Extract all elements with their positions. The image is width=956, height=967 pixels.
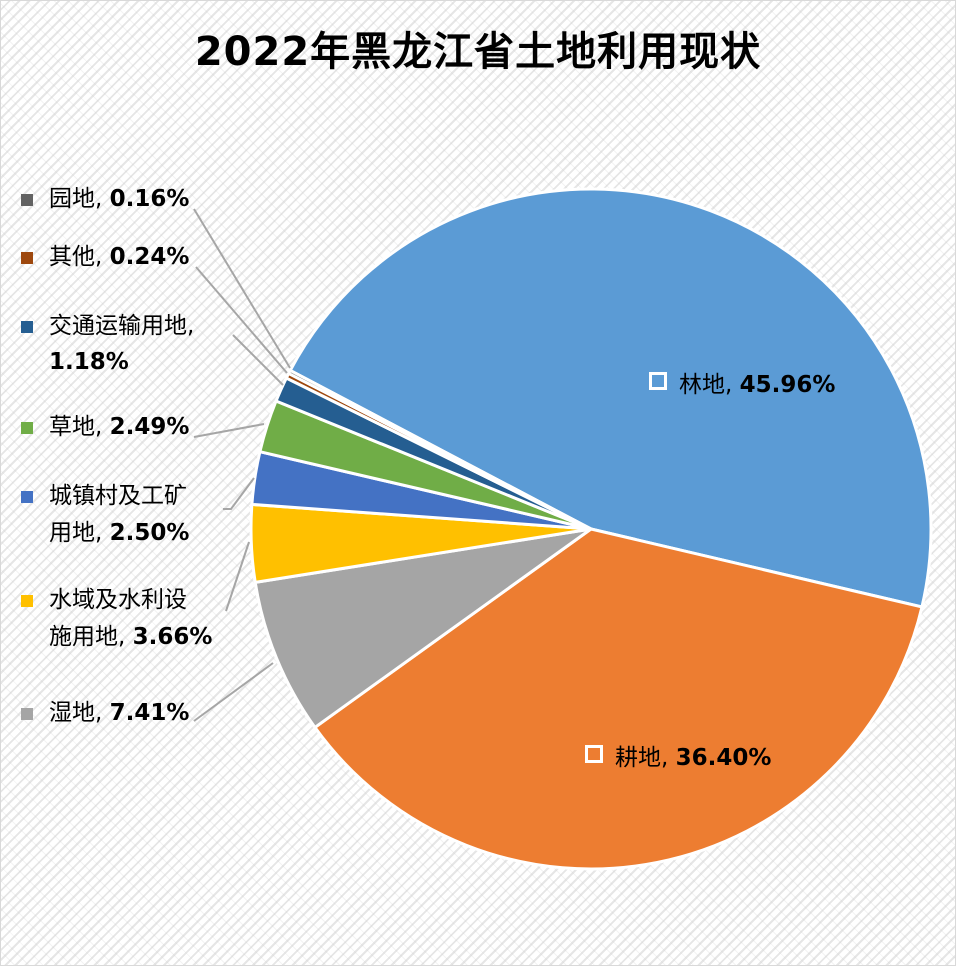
label-text: 园地, 0.16% [49, 184, 189, 215]
label-name: 城镇村及工矿 [49, 483, 187, 509]
square-marker-icon [21, 708, 33, 720]
leader-lines [193, 208, 291, 722]
data-label-farmland: 耕地, 36.40% [585, 738, 771, 772]
leader-line-urban [223, 477, 255, 510]
label-text: 其他, 0.24% [49, 242, 189, 273]
label-value: 2.50% [109, 520, 190, 546]
pie-slice [253, 527, 593, 729]
pie-slice [313, 527, 924, 871]
label-name: 草地, [49, 414, 110, 440]
label-text-line2: 用地, 2.50% [49, 518, 189, 549]
leader-line-transport [232, 334, 284, 386]
pie-slice [288, 187, 933, 609]
square-marker-icon [21, 321, 33, 333]
label-text: 湿地, 7.41% [49, 698, 189, 729]
label-name-cont: 用地, [49, 520, 110, 546]
label-text: 草地, 2.49% [49, 412, 189, 443]
label-name: 林地, [679, 372, 740, 398]
label-text-line2: 施用地, 3.66% [49, 622, 212, 653]
label-name: 其他, [49, 244, 110, 270]
square-marker-icon [21, 491, 33, 503]
label-value: 7.41% [109, 700, 190, 726]
label-marker-icon [649, 372, 667, 390]
label-text: 交通运输用地, [49, 311, 194, 342]
leader-line-orchard [193, 208, 291, 369]
label-name: 湿地, [49, 700, 110, 726]
pie-slice [287, 368, 593, 531]
label-value: 2.49% [109, 414, 190, 440]
label-value: 1.18% [49, 349, 129, 375]
label-name: 园地, [49, 186, 110, 212]
square-marker-icon [21, 252, 33, 264]
data-label-forest: 林地, 45.96% [649, 365, 835, 399]
leader-line-wetland [193, 662, 274, 722]
label-value: 36.40% [675, 745, 772, 771]
label-name-cont: 施用地, [49, 624, 133, 650]
square-marker-icon [21, 194, 33, 206]
label-name: 交通运输用地, [49, 313, 195, 339]
chart-title: 2022年黑龙江省土地利用现状 [194, 29, 762, 75]
label-value: 0.24% [109, 244, 190, 270]
label-name: 水域及水利设 [49, 587, 187, 613]
leader-line-grass [193, 423, 265, 438]
label-value: 45.96% [739, 372, 836, 398]
label-name: 耕地, [615, 745, 676, 771]
leader-line-other [195, 266, 288, 374]
leader-line-water [225, 541, 250, 612]
pie-slices [249, 187, 933, 871]
label-value: 0.16% [109, 186, 190, 212]
square-marker-icon [21, 595, 33, 607]
label-value: 3.66% [132, 624, 213, 650]
label-marker-icon [585, 745, 603, 763]
square-marker-icon [21, 422, 33, 434]
